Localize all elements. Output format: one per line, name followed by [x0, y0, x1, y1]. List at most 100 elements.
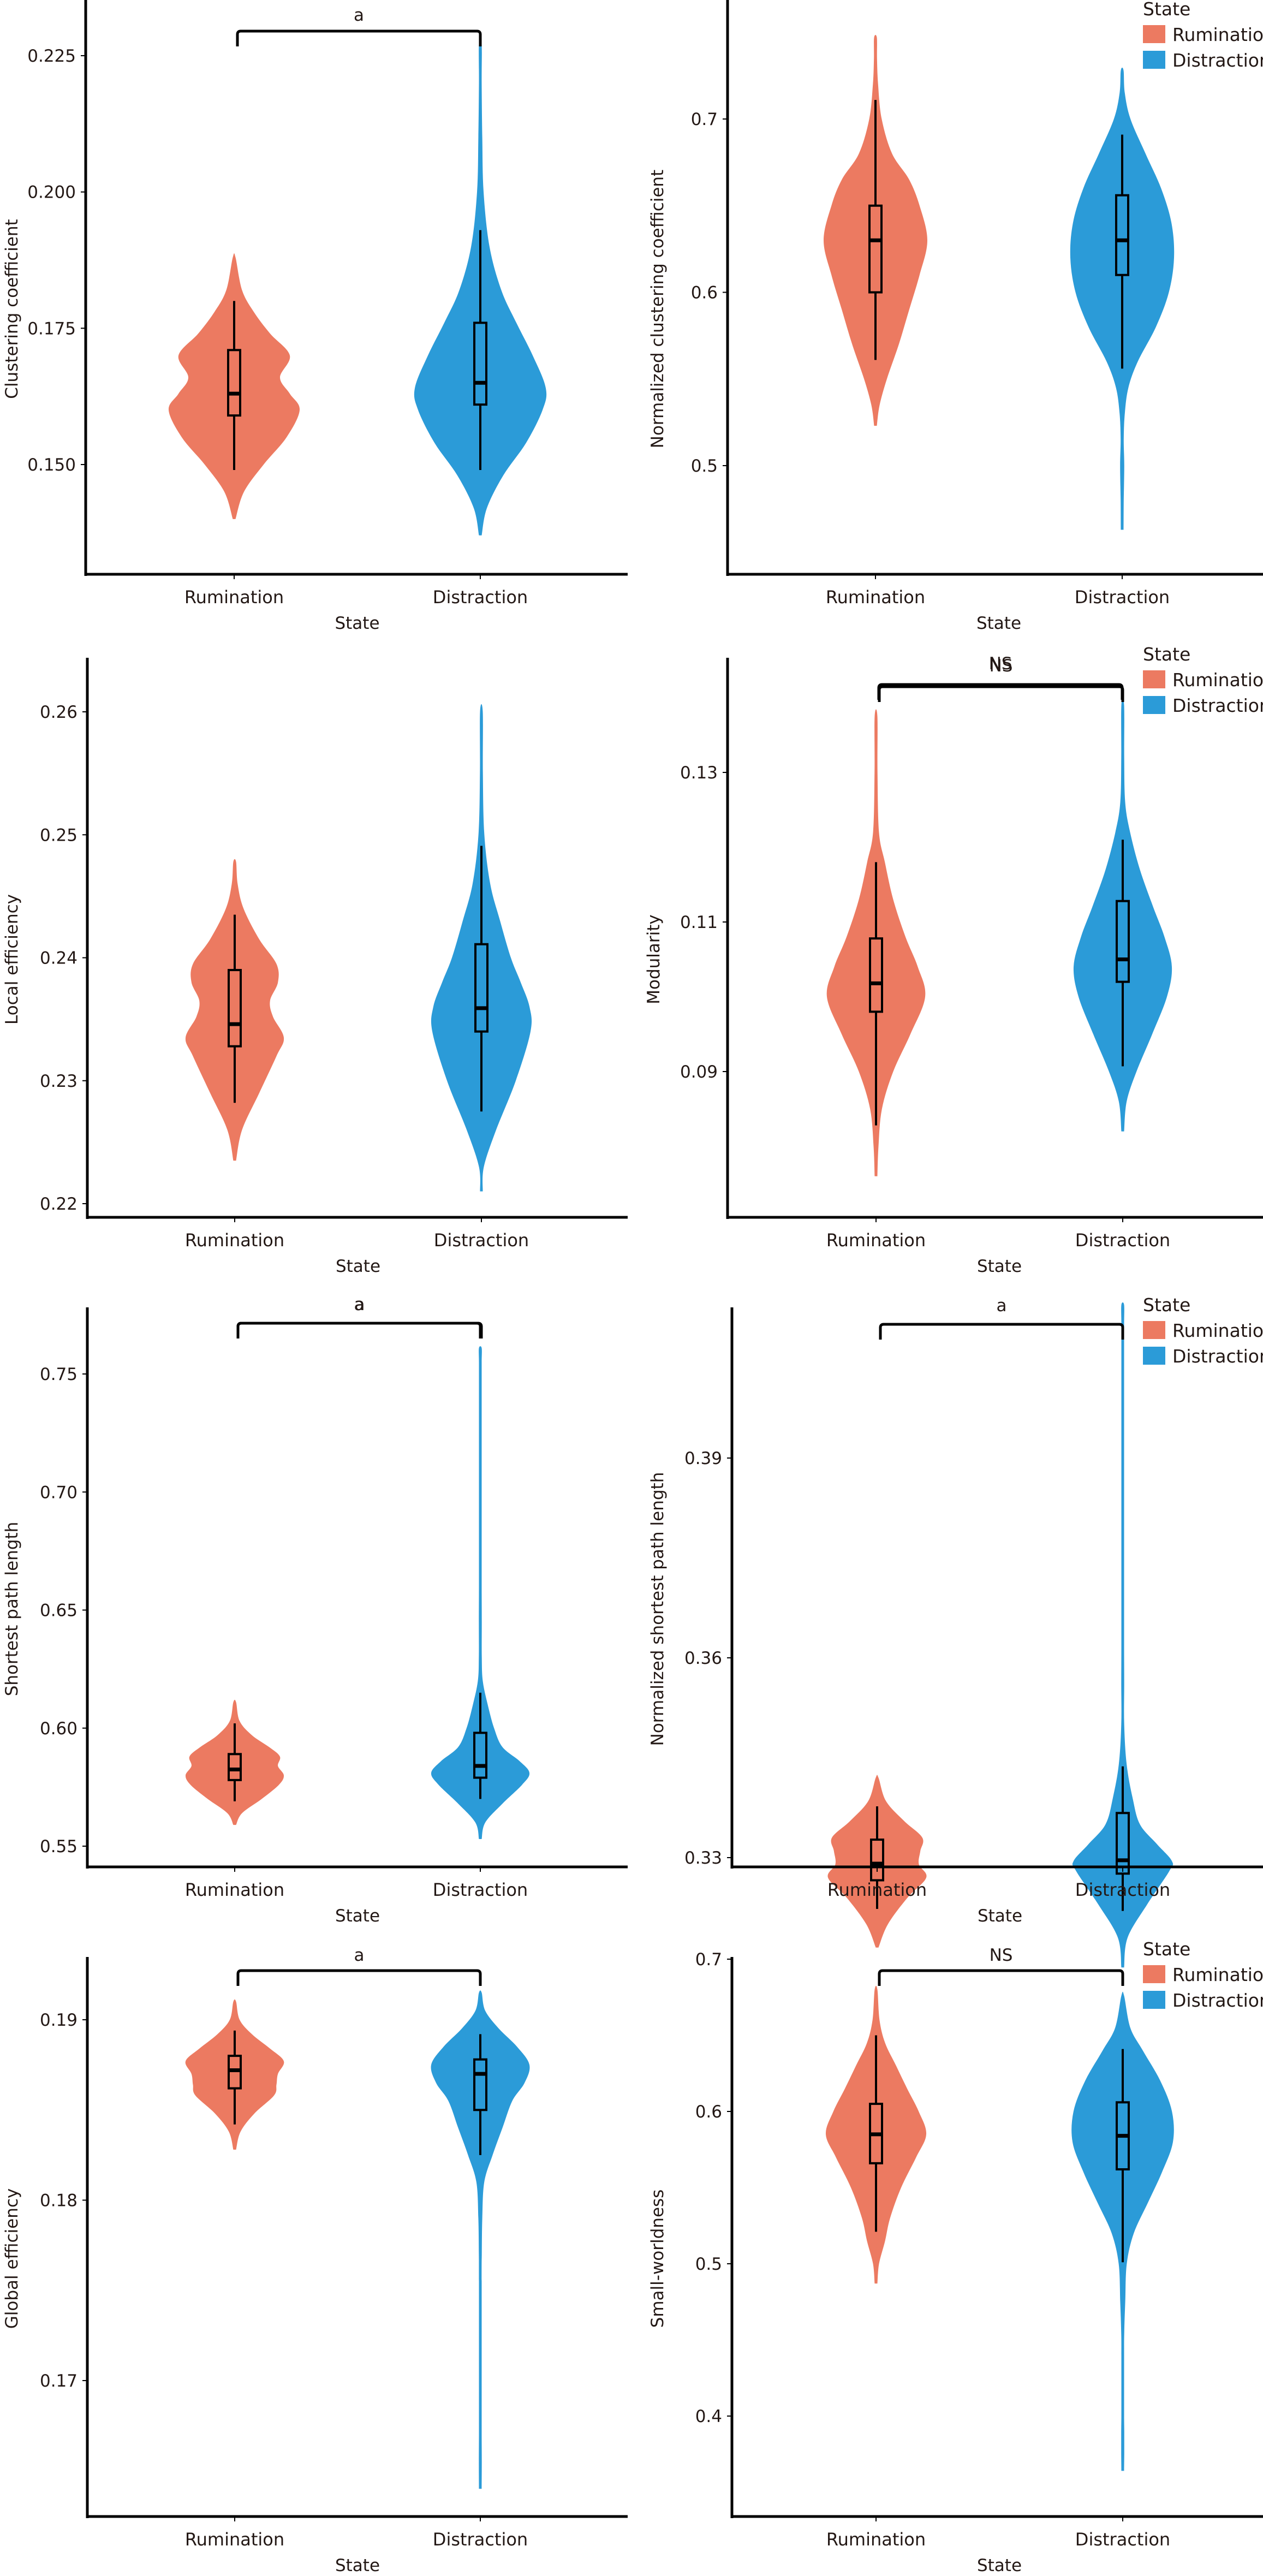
y-tick-label: 0.65	[40, 1601, 78, 1621]
y-tick-label: 0.19	[40, 2010, 78, 2030]
x-tick-label-rumination: Rumination	[827, 1879, 927, 1900]
y-axis-title: Normalized shortest path length	[648, 1472, 668, 1746]
legend-swatch-rumination	[1143, 1965, 1165, 1983]
x-tick-label-distraction: Distraction	[1075, 1879, 1170, 1900]
y-axis-title: Modularity	[644, 914, 664, 1004]
significance-label: NS	[990, 1946, 1013, 1965]
legend: State Rumination Distraction	[1143, 1294, 1263, 1367]
y-tick-label: 0.22	[40, 1194, 78, 1214]
chart-panel-7: 0.17 0.18 0.19 Rumination Distraction State Gl…	[2, 1946, 628, 2575]
y-tick-label: 0.36	[684, 1649, 722, 1668]
x-tick-label-distraction: Distraction	[434, 1230, 529, 1251]
legend-title: State	[1143, 644, 1190, 665]
significance-bracket	[236, 1969, 482, 1986]
legend-label-rumination: Rumination	[1172, 1964, 1263, 1985]
x-tick-label-rumination: Rumination	[826, 2529, 926, 2550]
chart-panel-2: 0.5 0.6 0.7 Rumination Distraction State Norma…	[648, 0, 1263, 700]
y-tick-label: 0.5	[695, 2254, 722, 2274]
y-tick-label: 0.225	[27, 46, 76, 66]
legend-swatch-distraction	[1143, 696, 1165, 714]
box-distraction	[473, 2058, 487, 2111]
x-tick-label-distraction: Distraction	[433, 1879, 528, 1900]
legend-label-distraction: Distraction	[1172, 1346, 1263, 1367]
legend-swatch-distraction	[1143, 51, 1165, 69]
y-axis-title: Local efficiency	[2, 894, 22, 1025]
chart-panel-1: 0.150 0.175 0.200 0.225 Rumination Distractio…	[2, 0, 628, 633]
y-tick-label: 0.75	[40, 1365, 78, 1384]
chart-panel-5: 0.55 0.60 0.65 0.70 0.75 Rumination Distractio…	[2, 1295, 628, 1926]
y-tick-label: 0.5	[691, 456, 718, 476]
legend-label-rumination: Rumination	[1172, 1320, 1263, 1341]
y-axis-title: Small-worldness	[648, 2190, 668, 2328]
significance-bracket	[236, 1322, 483, 1338]
y-axis-title: Global efficiency	[2, 2188, 22, 2329]
x-axis-title: State	[977, 1257, 1022, 1276]
y-axis-title: Shortest path length	[2, 1522, 22, 1697]
y-tick-label: 0.09	[680, 1062, 718, 1082]
box-rumination	[227, 349, 241, 417]
y-tick-label: 0.4	[695, 2407, 722, 2426]
significance-label: a	[354, 1946, 365, 1965]
violin-distraction	[431, 1990, 530, 2489]
x-tick-label-rumination: Rumination	[185, 1230, 284, 1251]
significance-label: a	[355, 1295, 365, 1314]
x-tick-label-distraction: Distraction	[1075, 2529, 1170, 2550]
box-distraction	[473, 322, 487, 406]
box-distraction	[1116, 900, 1130, 983]
significance-label: a	[354, 5, 364, 25]
y-tick-label: 0.150	[27, 455, 76, 475]
y-tick-label: 0.11	[680, 913, 718, 932]
legend-swatch-rumination	[1143, 1321, 1165, 1339]
legend-swatch-rumination	[1143, 670, 1165, 688]
chart-panel-6: 0.33 0.36 0.39 Rumination Distraction State No…	[648, 1294, 1263, 1968]
y-tick-label: 0.200	[27, 183, 76, 203]
y-tick-label: 0.33	[684, 1848, 722, 1868]
legend-label-rumination: Rumination	[1172, 669, 1263, 691]
significance-bracket	[878, 685, 1124, 702]
x-tick-label-rumination: Rumination	[826, 587, 925, 608]
significance-bracket	[236, 29, 482, 46]
box-distraction	[473, 1732, 487, 1779]
y-tick-label: 0.13	[680, 763, 718, 783]
legend-label-distraction: Distraction	[1172, 1990, 1263, 2011]
y-tick-label: 0.26	[40, 703, 78, 722]
x-axis-title: State	[976, 614, 1021, 633]
legend: State Rumination Distraction	[1143, 644, 1263, 716]
x-tick-label-distraction: Distraction	[433, 587, 528, 608]
violin-distraction	[431, 1346, 530, 1839]
y-tick-label: 0.60	[40, 1719, 78, 1739]
x-axis-title: State	[336, 1257, 380, 1276]
box-distraction	[474, 943, 488, 1033]
legend-label-distraction: Distraction	[1172, 695, 1263, 716]
x-tick-label-rumination: Rumination	[184, 587, 284, 608]
y-tick-label: 0.25	[40, 825, 78, 845]
y-tick-label: 0.6	[695, 2102, 722, 2122]
y-tick-label: 0.7	[695, 1950, 722, 1970]
significance-bracket	[236, 1322, 482, 1338]
legend-swatch-distraction	[1143, 1991, 1165, 2009]
significance-bracket	[879, 1323, 1124, 1340]
y-tick-label: 0.6	[691, 283, 718, 303]
box-rumination	[228, 1753, 242, 1781]
x-tick-label-distraction: Distraction	[1075, 1230, 1170, 1251]
x-tick-label-distraction: Distraction	[433, 2529, 528, 2550]
y-tick-label: 0.24	[40, 949, 78, 968]
significance-label: NS	[989, 654, 1012, 674]
y-axis-title: Clustering coefficient	[2, 219, 22, 398]
x-axis-title: State	[978, 1906, 1022, 1926]
chart-panel-4: 0.09 0.11 0.13 Rumination Distraction State Mo…	[644, 644, 1263, 1276]
x-tick-label-rumination: Rumination	[185, 1879, 284, 1900]
box-distraction	[1115, 194, 1129, 276]
x-axis-title: State	[335, 614, 379, 633]
chart-panel-3: 0.22 0.23 0.24 0.25 0.26 Rumination Distractio…	[2, 658, 628, 1338]
y-axis-title: Normalized clustering coefficient	[648, 170, 668, 448]
y-tick-label: 0.175	[27, 319, 76, 338]
significance-bracket	[878, 1969, 1124, 1986]
legend-title: State	[1143, 1294, 1190, 1316]
box-rumination	[870, 1839, 884, 1882]
y-tick-label: 0.55	[40, 1837, 78, 1857]
legend-label-distraction: Distraction	[1172, 50, 1263, 71]
significance-label: a	[354, 1295, 365, 1314]
y-tick-label: 0.7	[691, 110, 718, 129]
